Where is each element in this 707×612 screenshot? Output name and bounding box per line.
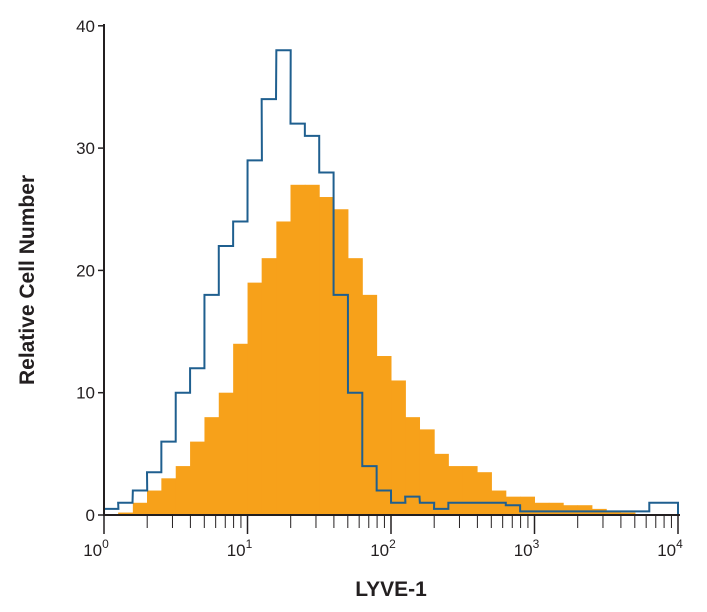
histogram-bin [276,221,292,516]
outline-histogram-series [103,49,679,516]
tick-exponent: 0 [102,537,109,551]
histogram-bin [548,502,564,515]
histogram-bin [606,511,622,515]
histogram-bin [448,466,464,515]
y-tick-label: 0 [86,506,95,525]
histogram-bin [391,380,406,515]
histogram-bin [118,512,134,515]
x-tick-label: 100 [83,537,109,560]
y-tick-label: 30 [76,139,95,158]
histogram-bin [477,472,492,515]
histogram-bin [290,184,306,516]
histogram-bin [247,282,263,515]
histogram-bin [304,184,320,516]
tick-exponent: 3 [533,537,540,551]
histogram-bin [577,505,593,515]
histogram-bin [434,453,449,515]
x-tick-label: 104 [657,537,683,560]
y-tick-label: 10 [76,384,95,403]
histogram-bin [347,258,363,515]
x-tick-label: 103 [514,537,540,560]
histogram-bin [419,429,435,515]
y-tick-label: 40 [76,17,95,36]
histogram-bin [190,441,205,515]
histogram-bin [233,343,248,515]
histogram-bin [218,392,234,515]
tick-base: 10 [514,541,533,560]
tick-exponent: 4 [676,537,683,551]
x-tick-label: 102 [370,537,396,560]
axis-ticks [98,25,679,534]
histogram-bin [204,417,220,515]
histogram-bin [147,490,162,515]
tick-base: 10 [657,541,676,560]
histogram-bin [620,512,636,515]
histogram-bin [132,502,148,515]
histogram-bin [261,258,277,515]
tick-base: 10 [83,541,102,560]
histogram-bin [175,466,191,515]
histogram-bin [405,417,421,515]
histogram-bin [319,197,335,515]
y-tick-label: 20 [76,261,95,280]
tick-exponent: 1 [246,537,253,551]
histogram-bin [362,294,378,515]
tick-exponent: 2 [389,537,396,551]
tick-base: 10 [227,541,246,560]
histogram-bin [534,502,550,515]
histogram-bin [462,466,478,515]
filled-histogram-series [118,184,636,516]
y-axis-label: Relative Cell Number [16,175,39,385]
histogram-bin [563,505,579,515]
histogram-bin [376,356,392,515]
histogram-bin [161,478,177,515]
x-tick-label: 101 [227,537,253,560]
histogram-bin [333,209,349,515]
x-axis-label: LYVE-1 [355,578,427,601]
tick-base: 10 [370,541,389,560]
